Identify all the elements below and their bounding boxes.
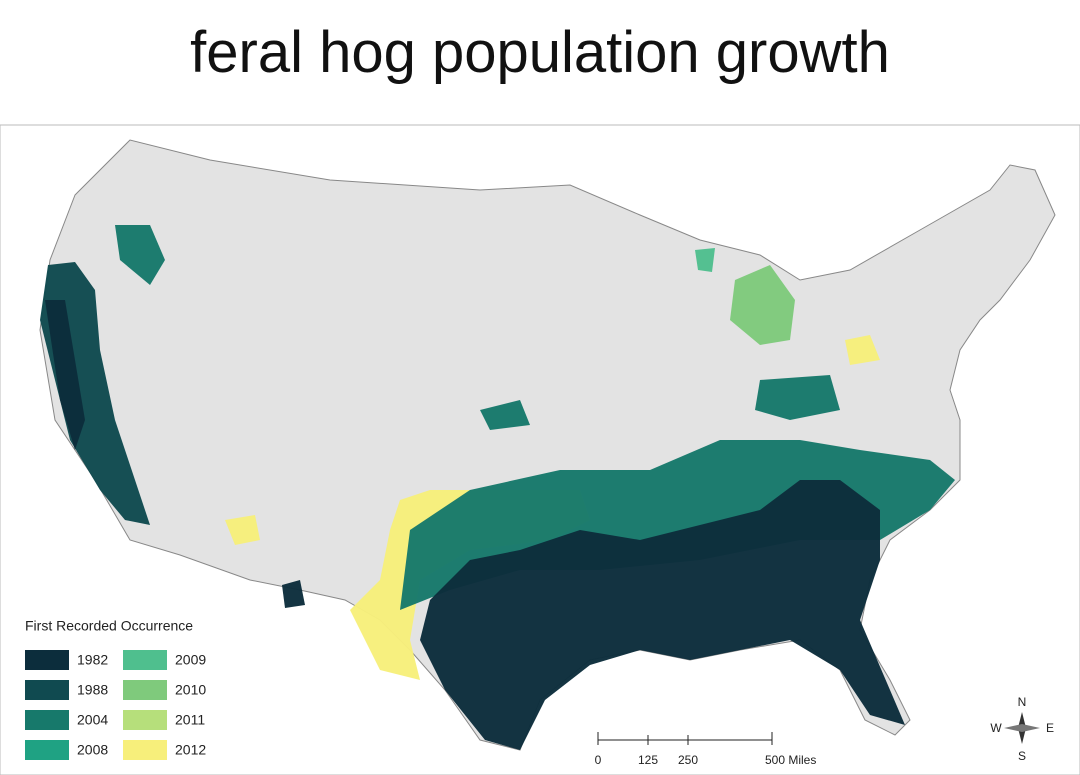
region [695, 248, 715, 272]
page-title: feral hog population growth [190, 20, 890, 85]
scale-label: 250 [678, 753, 698, 767]
legend-label: 2004 [77, 712, 108, 728]
legend-swatch [123, 680, 167, 700]
scale-label: 125 [638, 753, 658, 767]
scale-label: 500 Miles [765, 753, 816, 767]
compass-n: N [1018, 695, 1027, 709]
region [420, 480, 905, 750]
region [45, 300, 85, 450]
legend: First Recorded Occurrence 1982 1988 2004 20… [25, 618, 206, 760]
legend-swatch [123, 650, 167, 670]
legend-swatch [25, 650, 69, 670]
scale-bar: 0 125 250 500 Miles [595, 732, 816, 767]
compass-needle [1004, 724, 1040, 732]
legend-label: 2009 [175, 652, 206, 668]
region [730, 265, 795, 345]
region [282, 580, 305, 608]
scale-label: 0 [595, 753, 602, 767]
region [115, 225, 165, 285]
region [225, 515, 260, 545]
legend-swatch [123, 740, 167, 760]
legend-swatch [25, 740, 69, 760]
legend-label: 1988 [77, 682, 108, 698]
legend-swatch [25, 710, 69, 730]
compass: N E S W [990, 695, 1054, 763]
legend-swatch [25, 680, 69, 700]
legend-title: First Recorded Occurrence [25, 618, 193, 634]
region [480, 400, 530, 430]
map [39, 139, 1056, 751]
legend-label: 2010 [175, 682, 206, 698]
legend-label: 2008 [77, 742, 108, 758]
region [755, 375, 840, 420]
legend-swatch [123, 710, 167, 730]
compass-w: W [990, 721, 1002, 735]
compass-s: S [1018, 749, 1026, 763]
legend-label: 2012 [175, 742, 206, 758]
region [845, 335, 880, 365]
compass-e: E [1046, 721, 1054, 735]
legend-label: 2011 [175, 712, 205, 728]
legend-label: 1982 [77, 652, 108, 668]
